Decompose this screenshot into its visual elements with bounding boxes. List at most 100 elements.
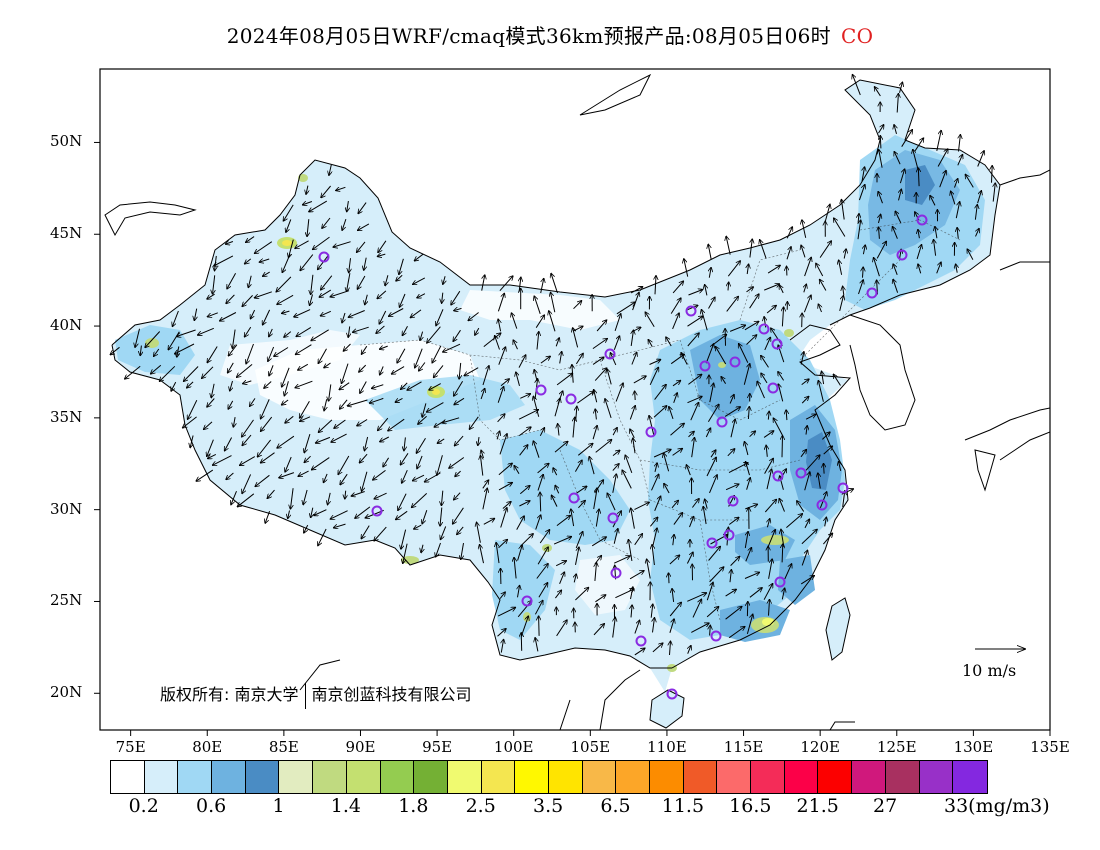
wind-arrow [913, 149, 919, 170]
wind-arrow [805, 414, 816, 420]
wind-arrow [427, 326, 441, 343]
wind-arrow [691, 623, 709, 633]
wind-arrow [402, 325, 408, 336]
wind-arrow [498, 347, 506, 365]
wind-arrow [245, 258, 252, 264]
colorbar-swatch [818, 761, 853, 793]
wind-arrow [804, 519, 810, 529]
wind-arrow [396, 510, 408, 519]
wind-arrow [482, 488, 487, 510]
wind-arrow [419, 362, 426, 372]
wind-arrow [800, 449, 807, 458]
wind-arrow [804, 472, 810, 491]
wind-arrow [314, 509, 327, 516]
wind-arrow [652, 643, 663, 653]
wind-arrow [395, 397, 403, 402]
wind-arrow [653, 406, 667, 418]
wind-arrow [819, 241, 831, 258]
wind-arrow [323, 473, 328, 483]
wind-arrow [630, 287, 643, 294]
wind-arrow [204, 421, 213, 430]
wind-arrow [761, 373, 768, 384]
wind-arrow [296, 326, 312, 336]
wind-arrow [398, 493, 407, 511]
wind-arrow [575, 353, 583, 365]
wind-arrow [422, 510, 428, 524]
wind-arrow [595, 563, 597, 581]
wind-arrow [681, 353, 688, 365]
wind-arrow [364, 436, 369, 451]
wind-arrow [691, 437, 695, 458]
wind-arrow [282, 367, 290, 387]
colorbar-swatch [885, 761, 920, 793]
wind-arrow [318, 419, 333, 433]
wind-arrow [237, 493, 255, 507]
wind-arrow [673, 534, 674, 546]
wind-arrow [576, 486, 587, 494]
wind-arrow [593, 488, 598, 510]
lat-label-30N: 30N [50, 499, 83, 518]
wind-arrow [306, 185, 308, 195]
wind-arrow [721, 377, 727, 384]
low-area-xinjiang [220, 330, 360, 385]
wind-arrow [893, 279, 899, 293]
wind-arrow [957, 228, 958, 239]
wind-arrow [230, 380, 233, 391]
wind-arrow [454, 381, 464, 396]
wind-arrow [895, 211, 902, 224]
wind-arrow [391, 366, 405, 375]
wind-arrow [511, 313, 518, 329]
wind-arrow [724, 407, 740, 417]
city-marker [866, 287, 878, 299]
wind-arrow [396, 274, 403, 281]
wind-arrow [319, 289, 332, 297]
wind-arrow [553, 537, 572, 545]
wind-arrow [672, 281, 683, 294]
wind-arrow [357, 241, 366, 253]
wind-arrow [844, 249, 846, 259]
wind-arrow [874, 258, 880, 277]
wind-arrow [666, 337, 672, 347]
wind-arrow [744, 572, 760, 579]
wind-arrow [302, 201, 313, 205]
wind-arrow [207, 439, 214, 457]
wind-arrow [318, 528, 327, 546]
wind-arrow [539, 530, 550, 544]
wind-arrow [414, 253, 424, 261]
wind-arrow [464, 367, 479, 376]
wind-arrow [708, 244, 712, 260]
wind-arrow [744, 442, 749, 456]
wind-arrow [276, 276, 292, 292]
wind-arrow [250, 309, 256, 319]
wind-arrow [591, 537, 606, 547]
wind-arrow [824, 463, 825, 474]
wind-arrow [151, 364, 162, 374]
wind-arrow [321, 185, 331, 198]
wind-arrow [436, 542, 441, 557]
wind-arrow [304, 433, 311, 453]
taiwan-coast [825, 597, 851, 661]
wind-arrow [459, 362, 461, 379]
wind-arrow [779, 498, 785, 512]
wind-arrow [478, 437, 479, 446]
wind-arrow [934, 239, 936, 256]
wind-arrow [628, 539, 633, 561]
wind-arrow [496, 542, 500, 564]
wind-arrow [255, 474, 270, 486]
colorbar-tick-label: 16.5 [729, 795, 772, 817]
wind-arrow [688, 645, 691, 654]
wind-arrow [654, 384, 667, 400]
hotspot-hebei [718, 362, 726, 368]
wind-arrow [833, 374, 841, 386]
wind-arrow [342, 312, 345, 323]
wind-arrow [804, 284, 807, 293]
wind-arrow [708, 546, 721, 561]
wind-arrow [797, 501, 805, 512]
wind-arrow [227, 273, 237, 289]
wind-arrow [705, 344, 714, 364]
wind-arrow [283, 204, 294, 221]
wind-arrow [767, 519, 769, 528]
wind-arrow [347, 273, 351, 291]
wind-arrow [708, 297, 716, 309]
colorbar-swatch [919, 761, 954, 793]
